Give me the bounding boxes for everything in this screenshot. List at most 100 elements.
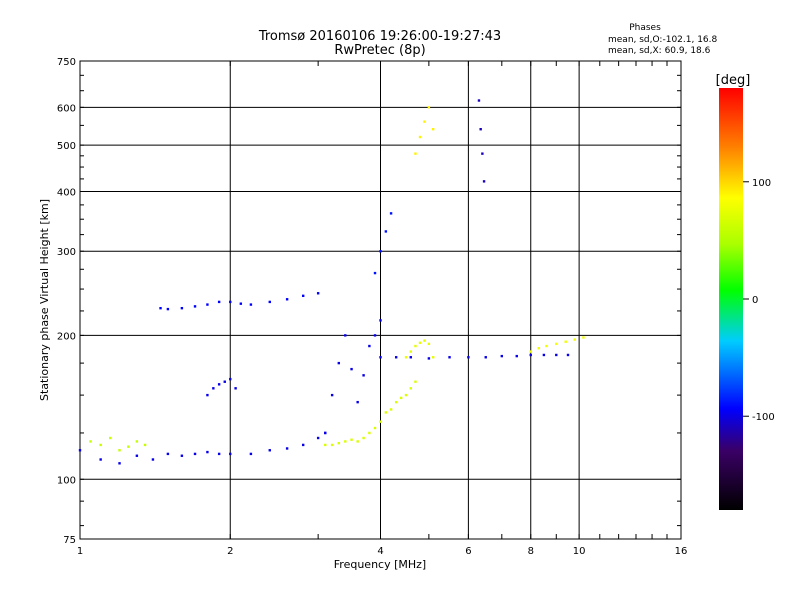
legend-title: Phases: [629, 23, 661, 33]
echo-point: [423, 120, 426, 123]
y-tick-label: 100: [57, 475, 76, 486]
echo-point: [399, 396, 403, 400]
legend-line-x: mean, sd,X: 60.9, 18.6: [608, 46, 711, 56]
echo-point: [418, 135, 422, 139]
x-tick-label: 16: [675, 546, 688, 557]
echo-point: [151, 458, 155, 461]
echo-point: [350, 438, 353, 441]
echo-point: [545, 344, 548, 348]
colorbar-ticks: 100 0 -100: [743, 178, 775, 423]
echo-point: [409, 356, 412, 359]
echo-point: [427, 342, 431, 346]
echo-point: [573, 338, 576, 341]
echo-point: [268, 449, 271, 452]
echo-point: [362, 436, 365, 440]
echo-point: [166, 307, 170, 311]
y-tick-label: 200: [57, 331, 76, 342]
y-tick-label: 750: [57, 57, 76, 68]
echo-point: [555, 342, 558, 346]
echo-point: [373, 334, 377, 337]
echo-point: [249, 303, 253, 306]
echo-point: [467, 356, 470, 359]
y-tick-label: 300: [57, 247, 76, 258]
echo-point: [193, 452, 197, 456]
x-tick-label: 2: [227, 546, 233, 557]
echo-point: [515, 354, 518, 358]
x-axis-label: Frequency [MHz]: [334, 558, 426, 571]
echo-point: [229, 452, 232, 456]
echo-point: [389, 212, 393, 215]
colorbar-tick-label: -100: [752, 412, 775, 423]
colorbar-tick-label: 100: [752, 178, 771, 189]
echo-point: [362, 374, 365, 377]
echo-point: [373, 271, 377, 275]
x-tick-label: 4: [377, 546, 383, 557]
y-tick-label: 400: [57, 187, 76, 198]
echo-point: [118, 462, 121, 465]
echo-point: [368, 344, 371, 348]
echo-point: [394, 400, 398, 404]
colorbar-gradient: [719, 88, 743, 510]
chart-title: Tromsø 20160106 19:26:00-19:27:43: [258, 29, 501, 44]
echo-point: [206, 450, 209, 454]
echo-point: [212, 387, 215, 390]
echo-point: [344, 334, 347, 337]
echo-point: [301, 443, 305, 447]
colorbar-label: [deg]: [716, 73, 751, 88]
echo-point: [564, 340, 567, 343]
x-tick-label: 10: [573, 546, 586, 557]
echo-point: [217, 383, 221, 386]
echo-point: [316, 292, 320, 295]
echo-point: [330, 393, 334, 397]
echo-point: [384, 411, 388, 414]
echo-point: [166, 452, 170, 456]
legend-line-o: mean, sd,O:-102.1, 16.8: [608, 35, 718, 45]
echo-point: [316, 436, 320, 440]
title-group: Tromsø 20160106 19:26:00-19:27:43 RwPret…: [258, 29, 501, 58]
y-tick-label: 600: [57, 103, 76, 114]
echo-point: [239, 302, 243, 305]
echo-point: [414, 344, 417, 348]
x-tick-label: 8: [528, 546, 534, 557]
echo-point: [373, 426, 377, 430]
echo-point: [324, 443, 327, 447]
echo-point: [193, 305, 197, 308]
echo-point: [350, 367, 353, 371]
echo-point: [409, 387, 412, 390]
echo-point: [301, 294, 305, 298]
x-tick-label: 1: [77, 546, 83, 557]
echo-point: [368, 431, 371, 435]
echo-point: [431, 127, 435, 131]
echo-point: [285, 447, 289, 450]
echo-point: [500, 354, 504, 358]
echo-point: [109, 436, 112, 440]
echo-point: [206, 303, 209, 306]
echo-point: [414, 152, 417, 155]
echo-point: [285, 298, 289, 301]
echo-point: [529, 350, 532, 353]
grid-lines: [80, 61, 681, 539]
echo-point: [356, 400, 359, 404]
echo-point: [389, 408, 393, 411]
echo-point: [384, 230, 388, 233]
echo-point: [582, 336, 585, 339]
echo-point: [135, 440, 139, 443]
echo-point: [379, 420, 382, 423]
echo-point: [379, 250, 382, 253]
echo-point: [159, 306, 162, 310]
echo-point: [356, 440, 359, 443]
echo-point: [477, 99, 481, 102]
echo-point: [217, 300, 221, 304]
echo-point: [479, 127, 482, 131]
echo-point: [78, 449, 82, 452]
x-axis-ticks: 1 2 4 6 8 10 16: [77, 61, 688, 557]
echo-point: [404, 393, 408, 397]
echo-point: [409, 350, 412, 353]
echo-point: [418, 341, 422, 344]
echo-point: [427, 357, 431, 360]
echo-point: [223, 380, 226, 383]
echo-point: [482, 180, 486, 183]
echo-point: [379, 356, 382, 359]
echo-point: [180, 454, 184, 457]
